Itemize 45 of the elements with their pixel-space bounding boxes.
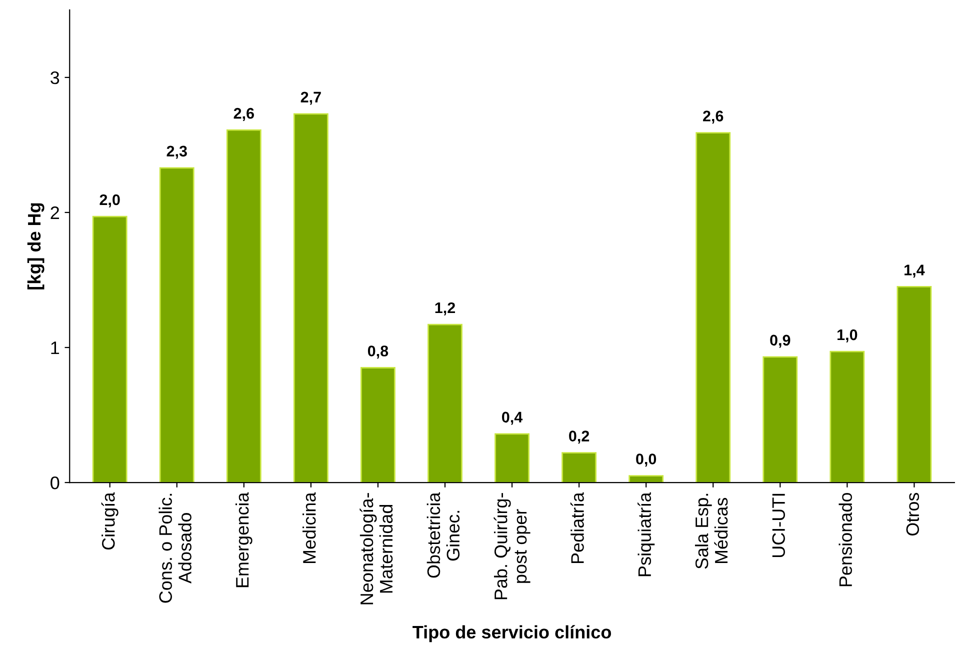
y-tick-label: 0: [50, 476, 60, 490]
bar: [896, 286, 932, 483]
data-label: 1,4: [904, 264, 925, 278]
data-label: 0,0: [636, 454, 656, 467]
y-tick-label: 1: [51, 342, 60, 354]
y-axis-title: [kg] de Hg: [27, 203, 44, 290]
data-label: 0,4: [502, 412, 523, 425]
bar: [628, 475, 664, 483]
bar: [428, 324, 462, 483]
x-tick-label: Pensionado: [838, 493, 852, 586]
bar: [494, 433, 530, 483]
bar: [830, 350, 865, 483]
data-label: 0,2: [569, 430, 590, 444]
x-tick-label: Neonatología- Maternidad: [360, 493, 393, 604]
x-tick-label: Psiquiatría: [638, 492, 655, 576]
bar: [92, 216, 128, 483]
x-tick-label: Pab. Quirúrg- post oper: [494, 493, 530, 600]
y-tick-label: 2: [50, 206, 59, 220]
bar: [360, 367, 396, 483]
data-label: 0,9: [770, 334, 790, 348]
bar: [562, 452, 597, 483]
data-label: 1,2: [435, 302, 456, 316]
x-tick-label: UCI-UTI: [772, 494, 785, 558]
data-label: 2,3: [166, 146, 187, 159]
data-label: 2,0: [100, 194, 120, 208]
y-tick-label: 3: [50, 71, 60, 84]
data-label: 2,6: [234, 108, 254, 121]
bar: [762, 356, 798, 483]
x-tick-label: Pediatría: [570, 492, 584, 564]
data-label: 2,6: [703, 110, 724, 124]
x-axis-title: Tipo de servicio clínico: [412, 625, 612, 642]
data-label: 1,0: [838, 329, 858, 342]
bar: [226, 129, 262, 483]
bar: [159, 167, 194, 483]
data-label: 0,8: [368, 346, 388, 359]
x-tick-label: Cirugía: [101, 492, 118, 550]
x-tick-label: Medicina: [302, 492, 316, 564]
bar: [696, 132, 731, 483]
x-tick-label: Sala Esp. Médicas: [694, 494, 728, 569]
x-tick-label: Cons. o Polic. Adosado: [158, 494, 192, 603]
x-tick-label: Otros: [906, 492, 920, 536]
bar: [293, 113, 328, 483]
x-tick-label: Emergencia: [235, 492, 252, 588]
data-label: 2,7: [300, 92, 321, 105]
x-tick-label: Obstetricia Ginec.: [426, 492, 460, 578]
